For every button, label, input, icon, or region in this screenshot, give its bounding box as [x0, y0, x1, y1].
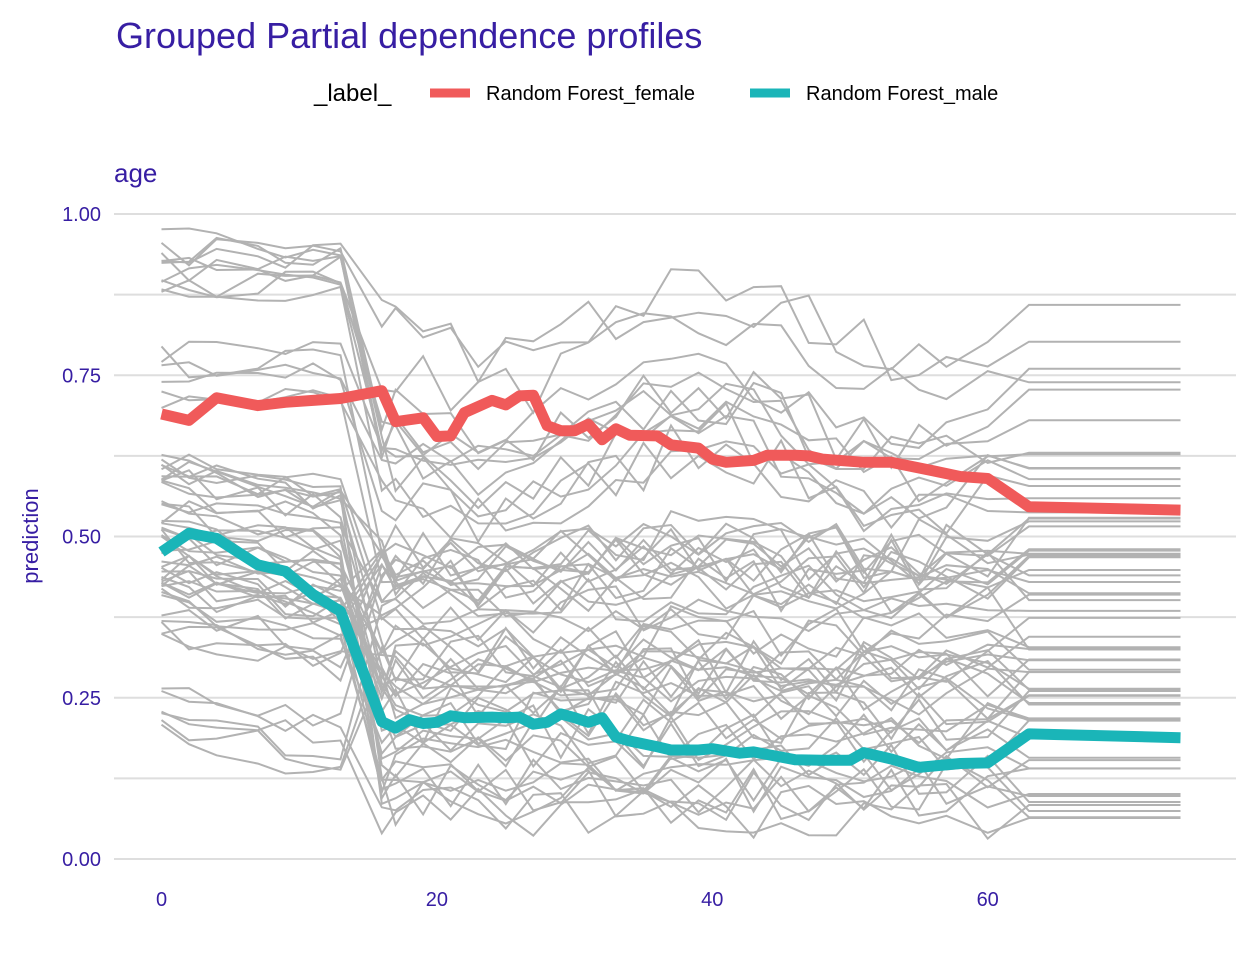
- legend-title: _label_: [313, 80, 392, 107]
- individual-profile-line: [161, 546, 1181, 624]
- individual-profile-line: [161, 285, 1181, 535]
- individual-profile-line: [161, 580, 1181, 814]
- individual-profile-line: [161, 255, 1181, 520]
- individual-profile-line: [161, 569, 1181, 770]
- legend-label-male: Random Forest_male: [806, 83, 998, 105]
- legend-label-female: Random Forest_female: [486, 83, 695, 105]
- legend: _label_ Random Forest_female Random Fore…: [313, 80, 998, 107]
- individual-profile-line: [160, 653, 1181, 771]
- individual-profile-line: [161, 502, 1181, 751]
- individual-profile-line: [160, 345, 1181, 606]
- y-tick-label: 0.75: [62, 365, 101, 387]
- individual-profile-line: [160, 528, 1181, 617]
- individual-profile-line: [161, 516, 1181, 727]
- individual-profile-line: [161, 632, 1181, 698]
- y-axis-label: prediction: [18, 488, 43, 583]
- individual-profile-line: [160, 535, 1181, 736]
- individual-profile-line: [161, 710, 1181, 841]
- y-tick-label: 0.50: [62, 527, 101, 549]
- individual-profile-line: [161, 387, 1181, 540]
- aggregated-profiles: [158, 385, 1181, 773]
- individual-profile-line: [160, 252, 1181, 471]
- individual-profile-line: [161, 453, 1181, 721]
- y-tick-label: 0.25: [62, 688, 101, 710]
- series-line-random-forest_female: [160, 385, 1181, 516]
- individual-profile-line: [161, 526, 1181, 704]
- individual-profile-line: [160, 340, 1181, 515]
- series-line-random-forest_male: [158, 527, 1181, 773]
- individual-profile-line: [160, 545, 1181, 620]
- individual-profile-line: [161, 236, 1181, 455]
- x-tick-label: 40: [701, 889, 723, 911]
- individual-profile-line: [161, 481, 1181, 684]
- individual-profile-line: [160, 500, 1181, 634]
- individual-profile-line: [161, 690, 1181, 840]
- individual-profile-line: [161, 361, 1181, 470]
- individual-profile-line: [160, 533, 1181, 793]
- individual-profile-line: [161, 528, 1181, 719]
- individual-profile-line: [161, 594, 1181, 768]
- individual-profile-line: [160, 460, 1181, 573]
- y-tick-label: 0.00: [62, 849, 101, 871]
- individual-profile-line: [161, 540, 1181, 703]
- individual-profile-line: [161, 500, 1181, 822]
- individual-profile-line: [160, 629, 1181, 775]
- individual-profile-line: [160, 238, 1181, 382]
- individual-profile-line: [160, 534, 1181, 674]
- x-tick-label: 20: [426, 889, 448, 911]
- individual-profile-line: [161, 453, 1181, 651]
- y-axis-ticks: 0.00 0.25 0.50 0.75 1.00: [62, 204, 101, 871]
- chart-title: Grouped Partial dependence profiles: [116, 15, 702, 56]
- individual-profiles: [160, 227, 1181, 841]
- individual-profile-line: [161, 263, 1181, 466]
- individual-profile-line: [161, 609, 1181, 819]
- individual-profile-line: [160, 525, 1181, 667]
- facet-label: age: [114, 158, 157, 188]
- y-tick-label: 1.00: [62, 204, 101, 226]
- individual-profile-line: [161, 464, 1181, 614]
- individual-profile-line: [161, 519, 1181, 658]
- x-axis-ticks: 0 20 40 60: [156, 889, 999, 911]
- x-tick-label: 0: [156, 889, 167, 911]
- individual-profile-line: [161, 591, 1181, 660]
- individual-profile-line: [161, 554, 1181, 761]
- individual-profile-line: [161, 576, 1181, 816]
- x-tick-label: 60: [977, 889, 999, 911]
